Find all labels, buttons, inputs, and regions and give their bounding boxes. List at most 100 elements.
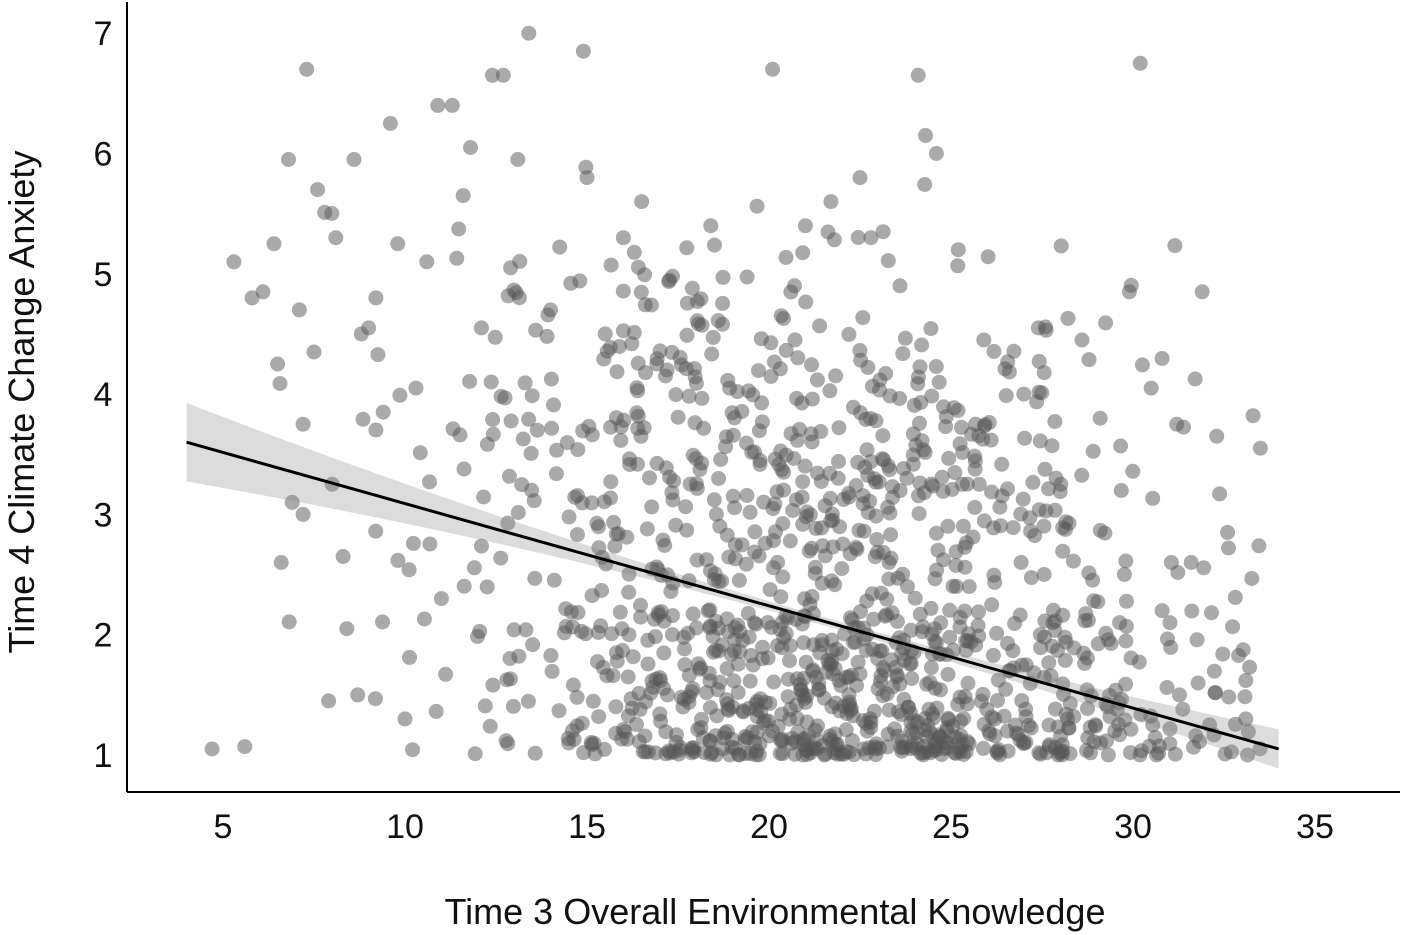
- data-point: [428, 703, 444, 719]
- data-point: [851, 522, 867, 538]
- data-point: [1227, 716, 1243, 732]
- data-point: [1018, 657, 1034, 673]
- data-point: [955, 518, 971, 534]
- data-point: [1206, 663, 1222, 679]
- data-point: [804, 357, 819, 373]
- data-point: [699, 685, 714, 701]
- data-point: [696, 420, 712, 436]
- data-point: [986, 343, 1002, 359]
- data-point: [932, 682, 948, 698]
- data-point: [910, 67, 926, 83]
- data-point: [655, 532, 671, 548]
- data-point: [539, 328, 555, 344]
- data-point: [375, 404, 391, 420]
- data-point: [1047, 414, 1063, 429]
- data-point: [687, 361, 702, 377]
- data-point: [804, 391, 820, 407]
- data-point: [649, 455, 665, 471]
- data-point: [1145, 490, 1161, 506]
- data-point: [775, 516, 791, 532]
- data-point: [852, 343, 868, 358]
- data-point: [822, 383, 838, 399]
- data-point: [638, 694, 654, 710]
- data-point: [831, 454, 846, 469]
- data-point: [863, 720, 879, 735]
- data-point: [1189, 632, 1205, 648]
- data-point: [798, 654, 814, 670]
- data-point: [594, 583, 609, 598]
- data-point: [473, 320, 489, 336]
- data-point: [1154, 603, 1170, 619]
- data-point: [1077, 613, 1093, 629]
- data-point: [885, 679, 901, 695]
- data-point: [815, 538, 831, 554]
- data-point: [422, 536, 438, 552]
- data-point: [1098, 315, 1114, 331]
- data-point: [281, 614, 297, 630]
- data-point: [1204, 605, 1219, 621]
- data-point: [725, 427, 741, 443]
- data-point: [828, 368, 844, 384]
- data-point: [1162, 721, 1178, 737]
- data-point: [757, 535, 773, 551]
- data-point: [799, 714, 815, 730]
- data-point: [767, 496, 783, 512]
- data-point: [879, 607, 895, 623]
- data-point: [639, 521, 655, 537]
- regression-fit: [186, 402, 1280, 769]
- data-point: [778, 447, 794, 463]
- data-point: [295, 506, 311, 522]
- data-point: [1240, 724, 1256, 740]
- data-point: [789, 432, 805, 448]
- data-point: [679, 327, 695, 343]
- data-point: [617, 724, 633, 740]
- data-point: [652, 343, 668, 359]
- data-point: [967, 453, 983, 469]
- data-point: [1196, 560, 1212, 576]
- data-point: [281, 152, 296, 167]
- data-point: [1032, 433, 1048, 449]
- data-point: [894, 743, 910, 759]
- data-point: [1036, 365, 1052, 381]
- data-point: [295, 416, 311, 432]
- data-point: [694, 711, 709, 727]
- data-point: [952, 610, 968, 625]
- data-point: [1172, 687, 1187, 703]
- data-point: [520, 693, 536, 709]
- data-point: [430, 97, 446, 113]
- data-point: [731, 572, 747, 588]
- data-point: [940, 666, 956, 682]
- data-point: [615, 323, 631, 339]
- data-point: [766, 354, 782, 370]
- data-point: [945, 578, 961, 594]
- data-point: [620, 669, 636, 685]
- data-point: [692, 661, 708, 677]
- data-point: [1141, 738, 1157, 754]
- data-point: [621, 451, 637, 467]
- data-point: [879, 591, 895, 607]
- data-point: [971, 476, 987, 492]
- data-point: [603, 419, 619, 435]
- data-point: [368, 422, 384, 438]
- data-point: [1013, 554, 1029, 570]
- data-point: [563, 604, 579, 620]
- data-point: [510, 505, 526, 520]
- data-point: [1209, 428, 1225, 444]
- data-point: [412, 445, 428, 461]
- data-point: [782, 653, 797, 669]
- data-point: [299, 61, 315, 77]
- data-point: [493, 550, 509, 566]
- data-point: [629, 716, 644, 732]
- data-point: [748, 616, 764, 632]
- data-point: [616, 412, 632, 428]
- data-point: [633, 597, 648, 613]
- data-point: [774, 706, 790, 722]
- data-point: [402, 649, 417, 665]
- data-point: [266, 236, 282, 252]
- data-point: [710, 313, 726, 329]
- data-point: [770, 638, 785, 654]
- data-point: [603, 257, 619, 273]
- data-point: [906, 397, 922, 413]
- data-point: [882, 505, 898, 521]
- data-point: [950, 258, 966, 274]
